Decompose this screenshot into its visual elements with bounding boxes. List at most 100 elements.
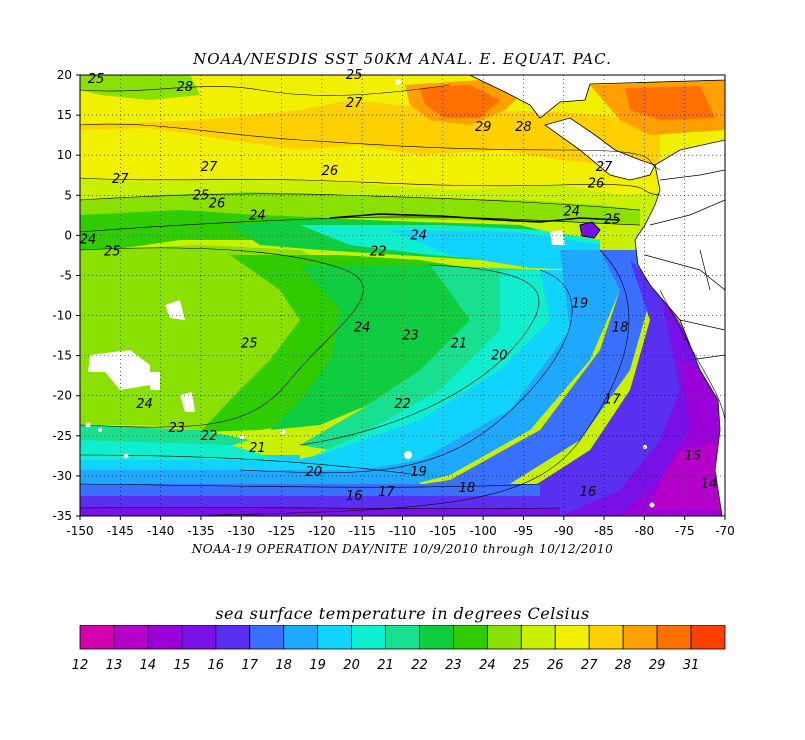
colorbar-swatch xyxy=(249,625,285,650)
x-tick-label: -140 xyxy=(147,524,174,538)
sst-band-south-20 xyxy=(80,440,280,460)
x-tick-label: -80 xyxy=(635,524,655,538)
contour-label: 25 xyxy=(104,244,121,259)
colorbar-swatch xyxy=(453,625,488,650)
sst-band-south-16 xyxy=(80,496,560,508)
x-tick-label: -75 xyxy=(675,524,695,538)
colorbar-label: 21 xyxy=(377,658,394,673)
colorbar-label: 31 xyxy=(683,658,700,673)
colorbar-swatch xyxy=(385,625,420,650)
x-tick-label: -100 xyxy=(470,524,497,538)
colorbar-label: 19 xyxy=(309,658,326,673)
sst-band-18 xyxy=(200,250,620,500)
colorbar-label: 25 xyxy=(513,658,530,673)
contour-label: 26 xyxy=(322,164,339,179)
y-tick-label: 0 xyxy=(64,228,72,242)
colorbar-swatch xyxy=(317,625,352,650)
contour-label: 27 xyxy=(596,160,613,175)
contour-label: 15 xyxy=(684,449,701,464)
colorbar-label: 26 xyxy=(547,658,564,673)
sst-band-25-north xyxy=(80,75,200,100)
colorbar-swatch xyxy=(588,625,624,650)
sst-band-19-eq xyxy=(390,230,600,270)
sst-band-23-eq xyxy=(80,210,330,250)
colorbar-label: 24 xyxy=(479,658,496,673)
y-tick-label: 20 xyxy=(57,68,72,82)
sst-band-20 xyxy=(300,270,580,462)
contour-label: 25 xyxy=(88,72,105,87)
equatorial-front xyxy=(329,213,621,223)
contour-label: 22 xyxy=(370,244,387,259)
y-tick-label: -15 xyxy=(52,349,72,363)
colorbar: 12 13 14 15 16 17 18 19 20 21 22 23 24 25 26 27 28 29 31 xyxy=(72,625,726,673)
contour-label: 19 xyxy=(410,465,427,480)
y-tick-label: -5 xyxy=(60,268,72,282)
colorbar-label: 13 xyxy=(106,658,123,673)
colorbar-swatch xyxy=(283,625,319,650)
contour-label: 24 xyxy=(564,204,581,219)
sst-band-29 xyxy=(420,85,715,120)
colorbar-label: 27 xyxy=(581,658,598,673)
colorbar-swatch xyxy=(486,625,522,650)
colorbar-swatch xyxy=(181,625,217,650)
x-tick-label: -130 xyxy=(228,524,255,538)
colorbar-label: 18 xyxy=(275,658,292,673)
contour-label: 28 xyxy=(177,80,194,95)
contour-label: 17 xyxy=(604,393,621,408)
contour-label: 22 xyxy=(394,397,411,412)
contour-label: 24 xyxy=(410,228,427,243)
land-central-america xyxy=(469,75,725,119)
colorbar-swatch xyxy=(215,625,251,650)
y-tick-label: -35 xyxy=(52,509,72,523)
x-tick-label: -115 xyxy=(349,524,376,538)
land-panama-colombia xyxy=(634,139,725,516)
contour-label: 16 xyxy=(580,485,597,500)
contour-label: 18 xyxy=(459,481,476,496)
colorbar-label: 14 xyxy=(140,658,157,673)
colorbar-swatch xyxy=(622,625,658,650)
colorbar-swatch xyxy=(520,625,556,650)
contour-label: 21 xyxy=(451,337,468,352)
colorbar-label: 16 xyxy=(208,658,225,673)
contour-label: 23 xyxy=(402,329,419,344)
x-tick-label: -85 xyxy=(594,524,614,538)
colorbar-swatch xyxy=(554,625,590,650)
contour-label: 18 xyxy=(612,321,629,336)
x-tick-label: -150 xyxy=(66,524,93,538)
colorbar-swatch xyxy=(147,625,183,650)
x-tick-label: -110 xyxy=(389,524,416,538)
sst-band-south-18 xyxy=(80,470,420,484)
colorbar-label: 12 xyxy=(72,658,89,673)
x-tick-label: -90 xyxy=(554,524,574,538)
contour-label: 20 xyxy=(306,465,323,480)
y-tick-label: -20 xyxy=(52,389,72,403)
contour-label: 29 xyxy=(475,120,492,135)
contour-label: 28 xyxy=(515,120,532,135)
sst-band-17 xyxy=(180,250,650,516)
contour-label: 23 xyxy=(168,421,185,436)
sst-band-23-south xyxy=(270,265,520,430)
contour-label: 26 xyxy=(588,176,605,191)
contour-label: 27 xyxy=(346,96,363,111)
y-tick-label: 15 xyxy=(57,108,72,122)
colorbar-swatch xyxy=(113,625,149,650)
colorbar-label: 23 xyxy=(445,658,462,673)
contour-label: 22 xyxy=(201,429,218,444)
map-title: NOAA/NESDIS SST 50KM ANAL. E. EQUAT. PAC… xyxy=(193,50,612,68)
colorbar-swatch xyxy=(79,625,115,650)
colorbar-label: 28 xyxy=(615,658,632,673)
contour-label: 17 xyxy=(378,485,395,500)
y-tick-label: 10 xyxy=(57,148,72,162)
land-central-coast xyxy=(544,117,656,181)
contour-label: 27 xyxy=(201,160,218,175)
contour-label: 25 xyxy=(604,212,621,227)
x-tick-label: -120 xyxy=(308,524,335,538)
colorbar-swatch xyxy=(690,625,726,650)
y-tick-label: -10 xyxy=(52,309,72,323)
map-subtitle: NOAA-19 OPERATION DAY/NITE 10/9/2010 thr… xyxy=(191,542,614,556)
contour-label: 19 xyxy=(572,297,589,312)
x-axis: -150 -145 -140 -135 -130 -125 -120 -115 -110 -105… xyxy=(66,516,735,538)
map-grid xyxy=(80,75,725,516)
